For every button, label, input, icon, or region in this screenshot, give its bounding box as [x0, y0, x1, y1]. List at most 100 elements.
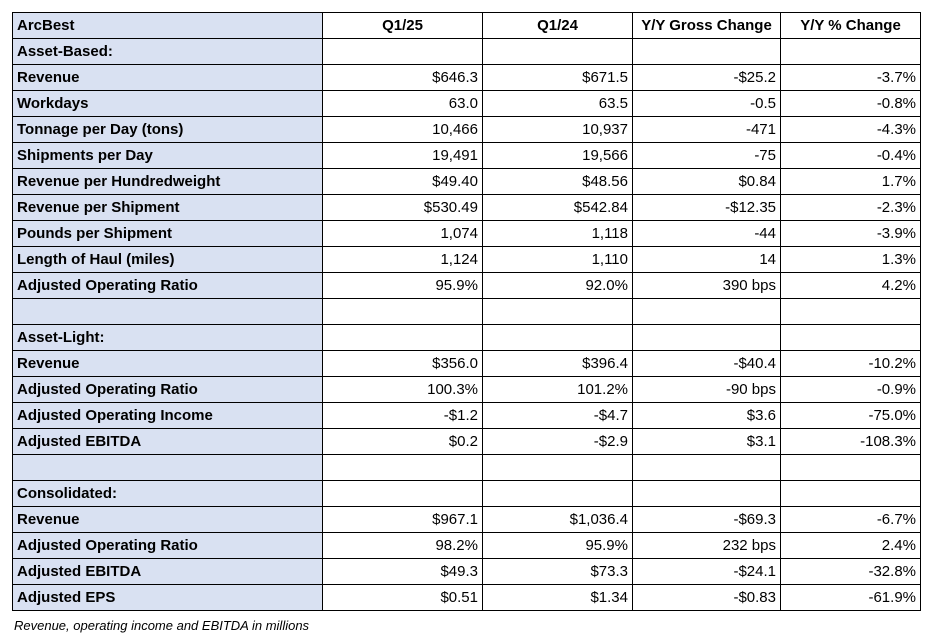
q1-25-cell: 95.9% [322, 272, 483, 299]
label-cell: Length of Haul (miles) [12, 246, 323, 273]
table-row: Pounds per Shipment 1,074 1,118 -44 -3.9% [12, 220, 921, 247]
table-body: ArcBest Q1/25 Q1/24 Y/Y Gross Change Y/Y… [12, 12, 921, 611]
financial-table: ArcBest Q1/25 Q1/24 Y/Y Gross Change Y/Y… [12, 12, 921, 611]
gross-change-cell: $0.84 [632, 168, 781, 195]
table-row: Revenue $356.0 $396.4 -$40.4 -10.2% [12, 350, 921, 377]
section-row: Asset-Light: [12, 324, 921, 351]
footnote: Revenue, operating income and EBITDA in … [14, 618, 310, 633]
pct-change-cell: -6.7% [780, 506, 921, 533]
pct-change-cell: -0.8% [780, 90, 921, 117]
gross-change-cell: -$12.35 [632, 194, 781, 221]
table-row: Workdays 63.0 63.5 -0.5 -0.8% [12, 90, 921, 117]
pct-change-cell: -0.9% [780, 376, 921, 403]
label-cell: Workdays [12, 90, 323, 117]
pct-change-cell: -0.4% [780, 142, 921, 169]
gross-change-cell: $3.1 [632, 428, 781, 455]
pct-change-cell: -10.2% [780, 350, 921, 377]
q1-24-cell: $396.4 [482, 350, 633, 377]
pct-change-cell: -32.8% [780, 558, 921, 585]
gross-change-cell: -471 [632, 116, 781, 143]
label-cell: Adjusted EBITDA [12, 558, 323, 585]
empty-cell [632, 454, 781, 481]
pct-change-cell: -2.3% [780, 194, 921, 221]
q1-24-cell: 63.5 [482, 90, 633, 117]
pct-change-cell: -3.9% [780, 220, 921, 247]
financial-summary: ArcBest Q1/25 Q1/24 Y/Y Gross Change Y/Y… [12, 12, 921, 611]
gross-change-cell: $3.6 [632, 402, 781, 429]
label-cell: Adjusted EPS [12, 584, 323, 611]
table-row: Revenue per Hundredweight $49.40 $48.56 $0.… [12, 168, 921, 195]
q1-25-cell: 1,124 [322, 246, 483, 273]
empty-cell [322, 324, 483, 351]
gross-change-cell: -75 [632, 142, 781, 169]
q1-25-cell: 100.3% [322, 376, 483, 403]
label-cell: Revenue [12, 350, 323, 377]
q1-24-cell: 92.0% [482, 272, 633, 299]
gross-change-cell: 232 bps [632, 532, 781, 559]
empty-cell [780, 454, 921, 481]
empty-cell [322, 480, 483, 507]
pct-change-cell: -75.0% [780, 402, 921, 429]
table-row: Adjusted Operating Ratio 95.9% 92.0% 390 bp… [12, 272, 921, 299]
pct-change-cell: -61.9% [780, 584, 921, 611]
q1-24-cell: -$4.7 [482, 402, 633, 429]
q1-24-cell: $542.84 [482, 194, 633, 221]
empty-cell [482, 324, 633, 351]
q1-25-cell: $49.3 [322, 558, 483, 585]
q1-24-cell: 1,118 [482, 220, 633, 247]
empty-cell [632, 298, 781, 325]
empty-cell [632, 480, 781, 507]
q1-24-cell: $48.56 [482, 168, 633, 195]
label-cell: Revenue [12, 506, 323, 533]
q1-25-cell: $967.1 [322, 506, 483, 533]
label-cell: Tonnage per Day (tons) [12, 116, 323, 143]
table-row: Revenue $967.1 $1,036.4 -$69.3 -6.7% [12, 506, 921, 533]
q1-24-cell: $671.5 [482, 64, 633, 91]
q1-25-cell: $0.2 [322, 428, 483, 455]
q1-25-cell: 1,074 [322, 220, 483, 247]
label-cell: Pounds per Shipment [12, 220, 323, 247]
pct-change-cell: -3.7% [780, 64, 921, 91]
pct-change-cell: 1.3% [780, 246, 921, 273]
q1-25-cell: $530.49 [322, 194, 483, 221]
header-company: ArcBest [12, 12, 323, 39]
empty-cell [12, 298, 323, 325]
empty-cell [780, 298, 921, 325]
empty-cell [632, 324, 781, 351]
section-row: Asset-Based: [12, 38, 921, 65]
table-row: Adjusted Operating Income -$1.2 -$4.7 $3.6-… [12, 402, 921, 429]
empty-cell [482, 480, 633, 507]
empty-cell [12, 454, 323, 481]
empty-cell [482, 454, 633, 481]
label-cell: Shipments per Day [12, 142, 323, 169]
header-q1-25: Q1/25 [322, 12, 483, 39]
q1-25-cell: 98.2% [322, 532, 483, 559]
table-row: Length of Haul (miles) 1,124 1,110 14 1.3% [12, 246, 921, 273]
section-row: Consolidated: [12, 480, 921, 507]
q1-25-cell: 19,491 [322, 142, 483, 169]
empty-cell [780, 324, 921, 351]
spacer-row [12, 298, 921, 325]
gross-change-cell: -$69.3 [632, 506, 781, 533]
gross-change-cell: -$0.83 [632, 584, 781, 611]
q1-24-cell: 19,566 [482, 142, 633, 169]
gross-change-cell: 390 bps [632, 272, 781, 299]
table-row: Tonnage per Day (tons) 10,466 10,937 -471 -4… [12, 116, 921, 143]
gross-change-cell: -$40.4 [632, 350, 781, 377]
empty-cell [632, 38, 781, 65]
q1-24-cell: 101.2% [482, 376, 633, 403]
empty-cell [482, 298, 633, 325]
label-cell: Revenue per Hundredweight [12, 168, 323, 195]
empty-cell [322, 38, 483, 65]
q1-25-cell: -$1.2 [322, 402, 483, 429]
q1-24-cell: $1,036.4 [482, 506, 633, 533]
q1-25-cell: $646.3 [322, 64, 483, 91]
q1-25-cell: 63.0 [322, 90, 483, 117]
section-label: Asset-Light: [12, 324, 323, 351]
empty-cell [482, 38, 633, 65]
label-cell: Adjusted EBITDA [12, 428, 323, 455]
spacer-row [12, 454, 921, 481]
empty-cell [780, 38, 921, 65]
q1-25-cell: $49.40 [322, 168, 483, 195]
pct-change-cell: 2.4% [780, 532, 921, 559]
